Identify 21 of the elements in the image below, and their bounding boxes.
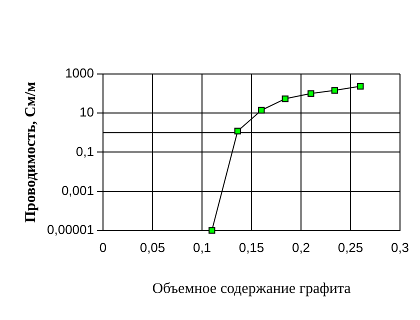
x-tick-label: 0,15: [238, 240, 264, 255]
point: [331, 87, 338, 94]
y-tick-label: 0,00001: [46, 222, 94, 237]
point: [282, 95, 288, 102]
x-tick-label: 0,1: [192, 240, 212, 255]
y-tick-label: 0,001: [61, 182, 94, 198]
x-tick-label: 0,3: [390, 240, 410, 255]
x-axis-title: Объемное содержание графита: [152, 280, 352, 297]
y-tick-label: 0,1: [76, 144, 94, 159]
x-tick-label: 0,25: [338, 240, 364, 255]
point: [308, 90, 314, 97]
y-axis-title: Проводимость, См/м: [22, 82, 39, 223]
point: [208, 227, 216, 234]
x-tick-label: 0: [99, 240, 107, 255]
x-tick-label: 0,2: [292, 240, 310, 255]
point: [234, 128, 241, 134]
point: [357, 82, 364, 90]
y-tick-label: 1000: [65, 66, 94, 81]
point: [258, 106, 265, 114]
y-tick-label: 10: [80, 104, 94, 120]
x-tick-label: 0,05: [140, 240, 166, 255]
